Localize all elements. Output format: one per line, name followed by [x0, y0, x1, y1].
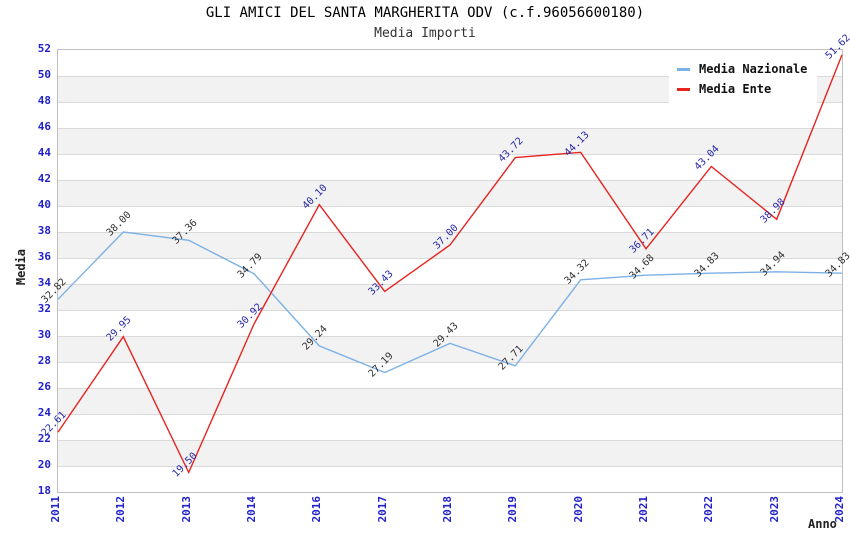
legend-label: Media Ente [699, 82, 772, 96]
gridline [58, 466, 842, 467]
legend-label: Media Nazionale [699, 62, 808, 76]
gridline [58, 414, 842, 415]
x-tick-label: 2012 [114, 496, 128, 523]
y-tick-label: 22 [37, 432, 51, 445]
gridline [58, 440, 842, 441]
gridline [58, 102, 842, 103]
x-tick-label: 2023 [767, 496, 781, 523]
x-tick-label: 2013 [179, 496, 193, 523]
y-tick-label: 40 [37, 198, 51, 211]
gridline [58, 388, 842, 389]
gridline [58, 362, 842, 363]
grid-band [58, 180, 842, 206]
grid-band [58, 440, 842, 466]
y-tick-label: 18 [37, 484, 51, 497]
series-line-media-ente [57, 54, 843, 475]
series-line-media-nazionale [57, 231, 843, 374]
x-tick-label: 2019 [506, 496, 520, 523]
legend-item: Media Nazionale [677, 59, 807, 79]
series-lines [57, 54, 843, 475]
x-tick-label: 2021 [637, 496, 650, 523]
plot-area: 32.82 38.00 37.36 34.79 29.24 27.19 29.43 27.71… [40, 33, 850, 493]
y-tick-label: 20 [37, 458, 51, 471]
grid-band [58, 284, 842, 310]
gridline [58, 128, 842, 129]
y-tick-label: 50 [37, 68, 51, 81]
gridline [58, 232, 842, 233]
gridline [58, 284, 842, 285]
gridline [58, 154, 842, 155]
x-tick-label: 2018 [441, 496, 454, 523]
gridline [58, 310, 842, 311]
gridline [58, 180, 842, 181]
x-tick-label: 2011 [49, 496, 62, 523]
x-tick-label: 2014 [245, 496, 258, 523]
legend-item: Media Ente [677, 79, 807, 99]
y-tick-label: 26 [37, 380, 51, 393]
y-tick-label: 38 [37, 224, 51, 237]
y-tick-label: 34 [37, 276, 51, 289]
gridline [58, 76, 842, 77]
x-tick-label: 2017 [375, 496, 389, 523]
x-tick-label: 2016 [310, 496, 324, 523]
x-axis-title: Anno [808, 517, 837, 531]
y-tick-label: 46 [37, 120, 51, 133]
grid-band [58, 128, 842, 154]
y-tick-label: 44 [37, 146, 51, 159]
gridline [58, 336, 842, 337]
y-tick-label: 52 [37, 42, 51, 55]
y-tick-label: 28 [37, 354, 51, 367]
chart-title: GLI AMICI DEL SANTA MARGHERITA ODV (c.f.… [205, 5, 645, 21]
y-tick-label: 36 [37, 250, 51, 263]
legend-swatch [677, 67, 690, 71]
y-tick-label: 30 [37, 328, 51, 341]
legend: Media Nazionale Media Ente [669, 55, 818, 103]
y-tick-label: 32 [37, 302, 51, 315]
gridline [58, 258, 842, 259]
y-tick-label: 42 [37, 172, 51, 185]
chart-subtitle: Media Importi [374, 26, 476, 41]
y-tick-label: 24 [37, 406, 51, 419]
y-tick-label: 48 [37, 94, 51, 107]
x-tick-label: 2022 [702, 496, 716, 523]
grid-band [58, 336, 842, 362]
grid-band [58, 388, 842, 414]
x-tick-label: 2020 [571, 496, 585, 523]
legend-swatch [677, 87, 690, 91]
x-tick-label: 2024 [833, 496, 846, 523]
gridline [58, 206, 842, 207]
